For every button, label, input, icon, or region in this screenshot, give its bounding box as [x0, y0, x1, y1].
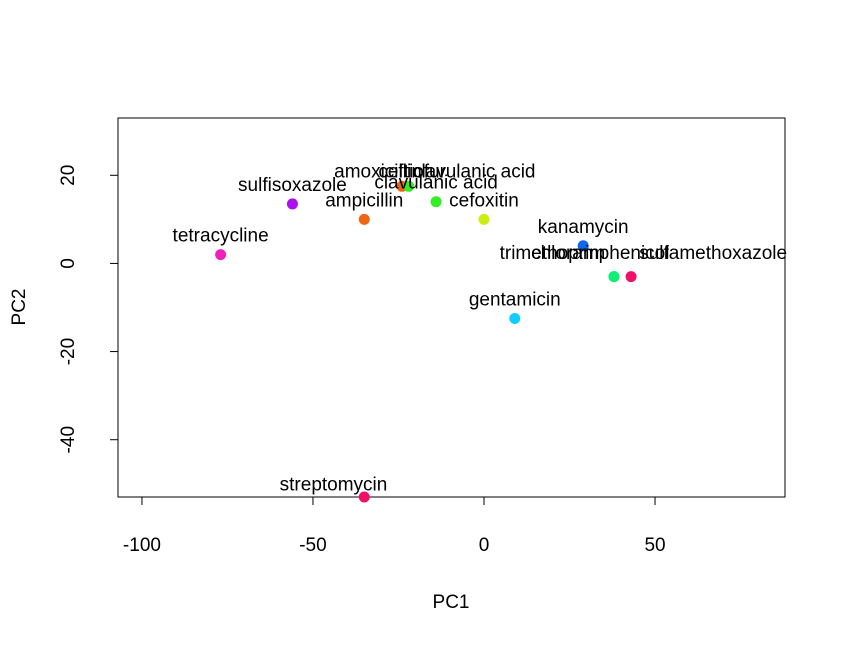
data-point — [286, 198, 298, 210]
y-axis: -40 -20 0 20 — [58, 165, 119, 453]
data-point — [608, 271, 620, 283]
data-point — [478, 213, 490, 225]
x-axis: -100 -50 0 50 — [123, 496, 666, 556]
point-label: kanamycin — [538, 217, 629, 238]
point-label: tetracycline — [173, 226, 269, 247]
point-label: ceftiofur — [378, 161, 446, 182]
x-tick-label: 0 — [479, 535, 490, 556]
data-point — [509, 313, 521, 325]
x-tick-label: 50 — [644, 535, 665, 556]
point-label: streptomycin — [280, 474, 388, 495]
point-label: sulfamethoxazole — [639, 243, 787, 264]
point-label: clavulanic acid — [374, 173, 498, 194]
point-label: ampicillin — [325, 190, 403, 211]
point-label: clavulanic acid — [412, 161, 536, 182]
data-point — [215, 249, 227, 261]
data-point — [430, 196, 442, 208]
data-points — [215, 180, 637, 503]
y-tick-label: 0 — [58, 258, 79, 269]
x-tick-label: -50 — [299, 535, 326, 556]
point-label: amoxicillin — [334, 161, 422, 182]
data-point — [403, 180, 415, 192]
y-tick-label: -40 — [58, 426, 79, 453]
y-tick-label: -20 — [58, 338, 79, 365]
point-label: cefoxitin — [449, 190, 519, 211]
x-axis-title: PC1 — [433, 592, 470, 613]
y-axis-title: PC2 — [9, 289, 30, 326]
x-tick-label: -100 — [123, 535, 161, 556]
point-label: gentamicin — [469, 290, 561, 311]
data-point — [358, 491, 370, 503]
point-label: sulfisoxazole — [238, 175, 347, 196]
data-point — [625, 271, 637, 283]
point-label: chloramphenicol — [531, 243, 669, 264]
y-tick-label: 20 — [58, 165, 79, 186]
data-point — [577, 240, 589, 252]
point-label: trimethoprim — [500, 243, 606, 264]
data-point — [358, 213, 370, 225]
